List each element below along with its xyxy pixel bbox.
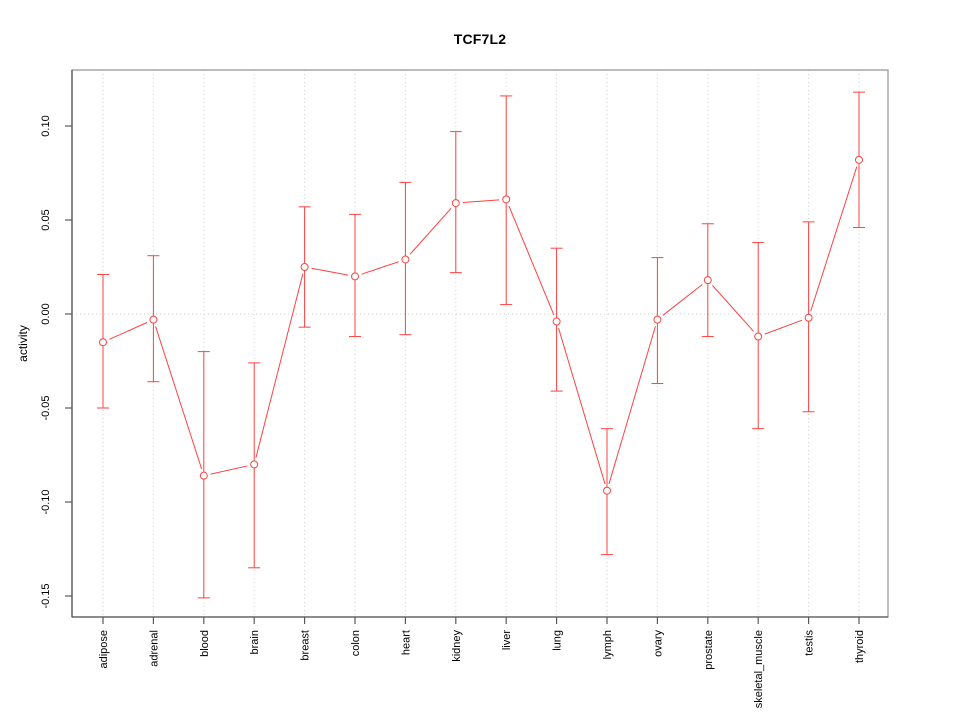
plot-box bbox=[71, 69, 889, 618]
x-tick-label: colon bbox=[350, 630, 362, 656]
y-tick-label: 0.00 bbox=[40, 303, 52, 324]
series-line-segment bbox=[409, 207, 452, 255]
data-point bbox=[502, 195, 511, 204]
series-line-segment bbox=[109, 322, 148, 340]
data-point bbox=[804, 313, 813, 322]
series-line-segment bbox=[764, 319, 803, 335]
series-line-segment bbox=[810, 166, 858, 312]
data-point bbox=[603, 486, 611, 495]
data-point bbox=[99, 338, 107, 347]
x-tick-label: adrenal bbox=[148, 630, 160, 667]
series-line-segment bbox=[462, 199, 500, 204]
series-line-segment bbox=[558, 328, 606, 485]
y-axis-title: activity bbox=[16, 325, 30, 362]
x-tick-label: adipose bbox=[98, 630, 110, 669]
series-line-segment bbox=[662, 284, 703, 316]
series-line-segment bbox=[311, 267, 349, 276]
data-point bbox=[653, 315, 662, 324]
data-point bbox=[855, 155, 863, 164]
x-tick-label: skeletal_muscle bbox=[753, 630, 765, 708]
x-tick-label: breast bbox=[300, 630, 312, 661]
data-point bbox=[703, 276, 712, 285]
y-tick-label: -0.10 bbox=[40, 489, 52, 514]
x-tick-label: liver bbox=[501, 630, 513, 651]
x-tick-label: heart bbox=[400, 630, 412, 655]
y-tick-label: -0.05 bbox=[40, 395, 52, 420]
y-tick-label: 0.05 bbox=[40, 209, 52, 230]
y-tick-label: -0.15 bbox=[40, 583, 52, 608]
series-line-segment bbox=[508, 205, 555, 316]
x-tick-label: prostate bbox=[703, 630, 715, 670]
series-line-segment bbox=[255, 273, 304, 458]
y-tick-label: 0.10 bbox=[40, 115, 52, 136]
chart-title: TCF7L2 bbox=[453, 31, 507, 47]
data-point bbox=[552, 317, 561, 326]
x-tick-label: brain bbox=[249, 630, 261, 654]
x-tick-label: ovary bbox=[652, 630, 664, 657]
x-tick-label: blood bbox=[199, 630, 211, 657]
data-point bbox=[351, 272, 359, 281]
x-tick-label: kidney bbox=[451, 630, 463, 662]
data-point bbox=[250, 460, 259, 469]
series-line-segment bbox=[155, 326, 203, 470]
data-point bbox=[199, 471, 208, 480]
x-tick-label: lymph bbox=[602, 630, 614, 659]
x-tick-label: testis bbox=[804, 630, 816, 656]
series-line-segment bbox=[712, 285, 754, 332]
x-tick-label: thyroid bbox=[854, 630, 866, 663]
data-point bbox=[300, 263, 309, 271]
data-point bbox=[149, 315, 158, 324]
data-point bbox=[451, 199, 460, 208]
series-line-segment bbox=[210, 465, 248, 475]
x-tick-label: lung bbox=[552, 630, 564, 651]
data-point bbox=[754, 332, 763, 341]
data-point bbox=[401, 255, 410, 264]
series-line-segment bbox=[361, 261, 399, 275]
series-line-segment bbox=[608, 326, 656, 485]
